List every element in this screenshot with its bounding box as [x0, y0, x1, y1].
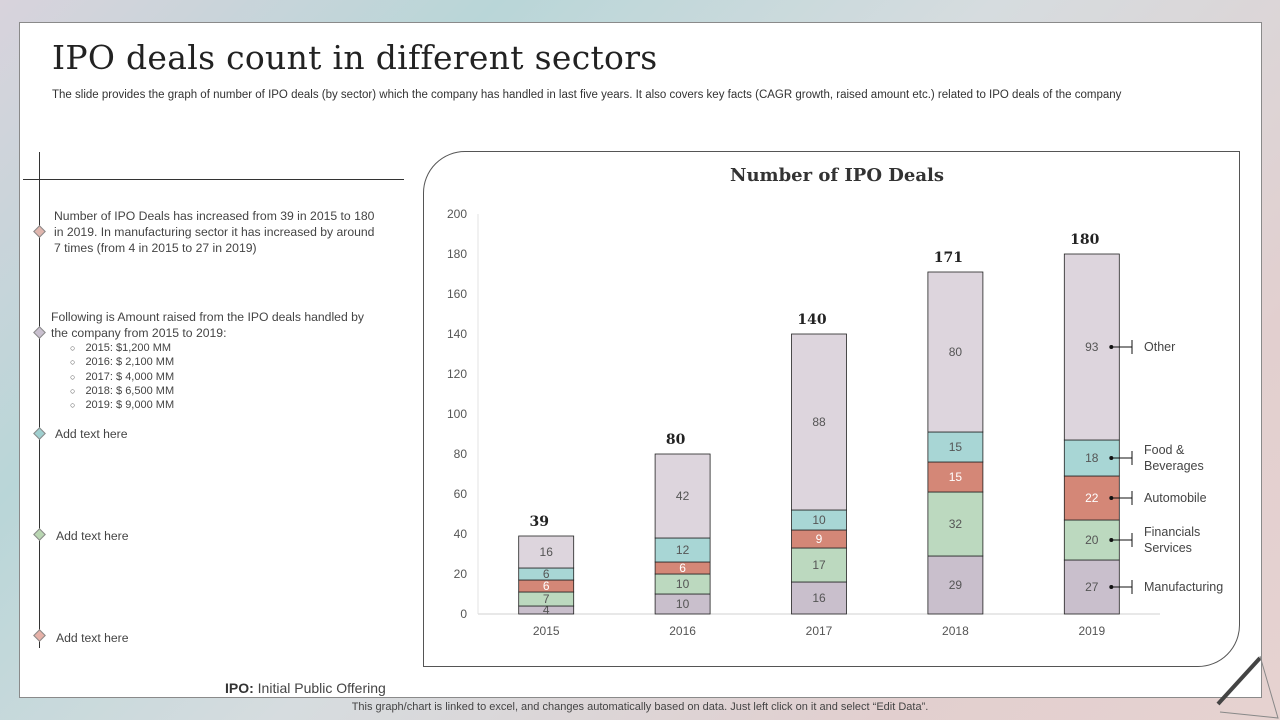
y-tick-label: 60 — [454, 487, 468, 501]
data-label: 20 — [1085, 533, 1099, 547]
legend-label: Automobile — [1144, 491, 1207, 505]
total-label: 140 — [797, 312, 826, 328]
bar-segment — [654, 453, 711, 539]
y-tick-label: 180 — [447, 247, 467, 261]
data-label: 4 — [543, 603, 550, 617]
x-tick-label: 2015 — [533, 624, 560, 638]
timeline-line — [39, 152, 40, 648]
page-title: IPO deals count in different sectors — [52, 38, 658, 77]
timeline-item-placeholder: Add text here — [56, 529, 129, 543]
y-tick-label: 20 — [454, 567, 468, 581]
total-label: 39 — [529, 514, 548, 530]
timeline-item-placeholder: Add text here — [55, 427, 128, 441]
y-tick-label: 200 — [447, 207, 467, 221]
data-label: 10 — [676, 577, 690, 591]
list-item: 2016: $ 2,100 MM — [70, 355, 174, 369]
ipo-abbreviation-note: IPO: Initial Public Offering — [225, 680, 386, 696]
bar-segment — [791, 333, 847, 511]
bar-segment — [927, 555, 984, 615]
legend-label: Other — [1144, 340, 1175, 354]
bar-segment — [927, 431, 984, 463]
total-label: 80 — [666, 432, 686, 448]
ipo-abbr: IPO: — [225, 680, 254, 696]
x-tick-label: 2018 — [942, 624, 969, 638]
data-label: 10 — [676, 597, 690, 611]
timeline-top-rule — [23, 179, 404, 180]
y-tick-label: 120 — [447, 367, 467, 381]
data-label: 6 — [679, 561, 686, 575]
y-tick-label: 100 — [447, 407, 467, 421]
amount-list: 2015: $1,200 MM 2016: $ 2,100 MM 2017: $… — [70, 341, 174, 412]
timeline-item-deals-growth: Number of IPO Deals has increased from 3… — [54, 209, 375, 255]
x-tick-label: 2016 — [669, 624, 696, 638]
chart-title: Number of IPO Deals — [730, 165, 944, 186]
y-tick-label: 140 — [447, 327, 467, 341]
data-label: 7 — [543, 592, 550, 606]
y-tick-label: 0 — [460, 607, 467, 621]
legend-label: Food & — [1144, 443, 1185, 457]
data-label: 6 — [543, 579, 550, 593]
total-label: 171 — [934, 250, 963, 266]
bar-segment — [927, 491, 984, 557]
data-label: 6 — [543, 567, 550, 581]
data-label: 42 — [676, 489, 690, 503]
data-label: 16 — [812, 591, 826, 605]
y-tick-label: 40 — [454, 527, 468, 541]
legend-label: Manufacturing — [1144, 580, 1223, 594]
bar-segment — [927, 461, 984, 493]
data-label: 18 — [1085, 451, 1099, 465]
legend-label: Services — [1144, 541, 1192, 555]
y-tick-label: 160 — [447, 287, 467, 301]
corner-decoration-icon — [1216, 655, 1279, 719]
x-tick-label: 2017 — [806, 624, 833, 638]
bar-segment — [654, 537, 711, 563]
data-label: 17 — [812, 558, 826, 572]
data-label: 15 — [949, 440, 963, 454]
data-label: 22 — [1085, 491, 1099, 505]
list-item: 2017: $ 4,000 MM — [70, 370, 174, 384]
list-item: 2015: $1,200 MM — [70, 341, 174, 355]
bar-segment — [791, 581, 847, 615]
data-label: 27 — [1085, 580, 1099, 594]
timeline-item-placeholder: Add text here — [56, 631, 129, 645]
legend-label: Financials — [1144, 525, 1200, 539]
legend-label: Beverages — [1144, 459, 1204, 473]
list-item: 2018: $ 6,500 MM — [70, 384, 174, 398]
bar-segment — [518, 535, 575, 569]
timeline-item-amount-raised: Following is Amount raised from the IPO … — [51, 310, 364, 340]
footer-note: This graph/chart is linked to excel, and… — [351, 701, 929, 713]
total-label: 180 — [1070, 232, 1099, 248]
data-label: 32 — [949, 517, 963, 531]
bar-segment — [791, 547, 847, 583]
data-label: 29 — [949, 578, 963, 592]
data-label: 9 — [816, 532, 823, 546]
data-label: 80 — [949, 345, 963, 359]
data-label: 93 — [1085, 340, 1099, 354]
x-tick-label: 2019 — [1078, 624, 1105, 638]
data-label: 15 — [949, 470, 963, 484]
page-subtitle: The slide provides the graph of number o… — [52, 89, 1122, 101]
data-label: 88 — [812, 415, 826, 429]
bar-segment — [927, 271, 984, 433]
list-item: 2019: $ 9,000 MM — [70, 398, 174, 412]
data-label: 12 — [676, 543, 690, 557]
data-label: 10 — [812, 513, 826, 527]
y-tick-label: 80 — [454, 447, 468, 461]
data-label: 16 — [540, 545, 554, 559]
ipo-full: Initial Public Offering — [253, 680, 386, 696]
